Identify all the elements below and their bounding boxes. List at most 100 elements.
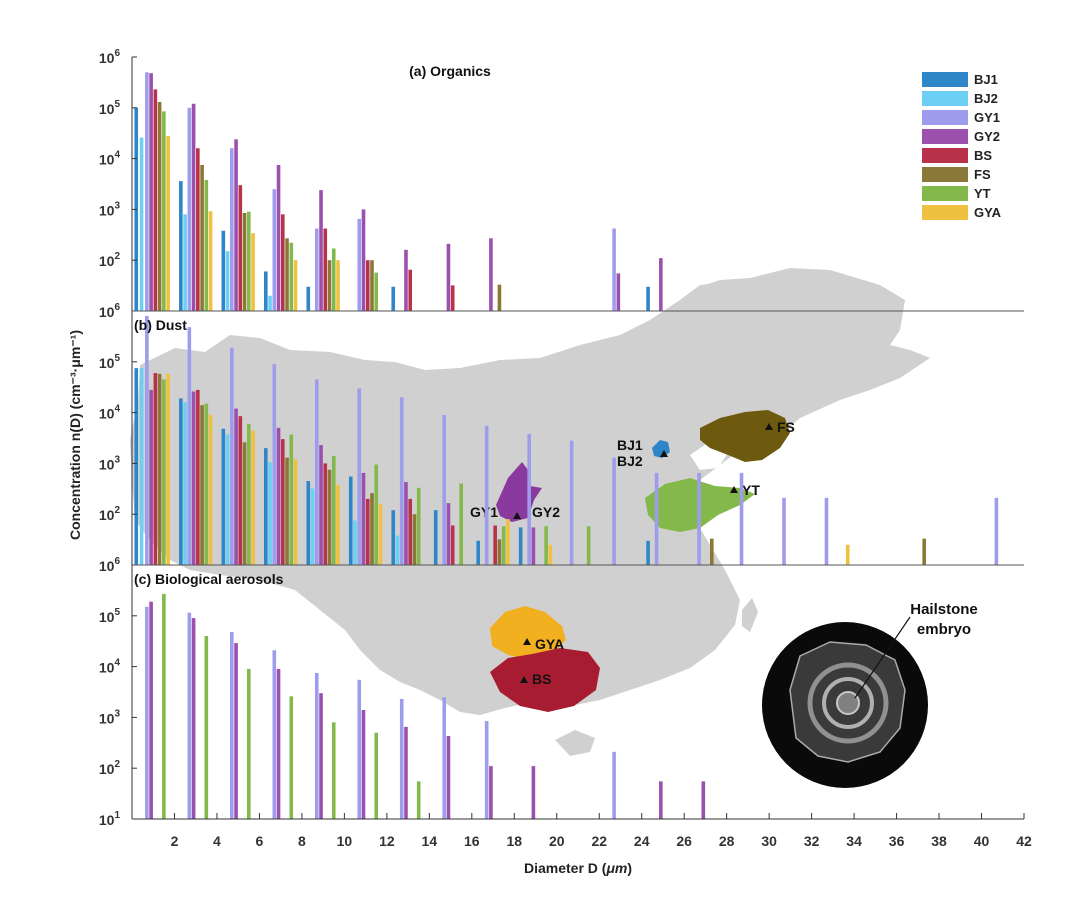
legend-label-gy1: GY1 [974,110,1000,125]
bar-dust-bj1-8 [476,540,480,565]
bar-dust-gy2-6 [404,482,408,565]
bar-dust-gy1-8 [484,425,489,565]
bar-bio-gy1-4 [314,672,319,819]
bar-dust-gya-0 [166,373,170,565]
y-tick-label-dust-2: 104 [99,404,121,422]
site-label-fs: FS [777,419,795,435]
bar-dust-bs-6 [408,498,413,565]
bar-dust-gy2-0 [149,389,153,565]
bar-bio-yt-5 [374,732,379,819]
bj-site-marker [660,450,668,457]
bar-bio-gy1-6 [399,699,404,819]
bar-organics-bj1-6 [646,286,650,311]
bar-bio-yt-0 [162,593,166,819]
x-tick-label-14: 30 [761,833,777,849]
bs-site-marker [520,676,528,683]
bar-organics-yt-5 [374,272,379,311]
x-tick-label-1: 4 [213,833,221,849]
bar-dust-gy1-7 [442,414,446,565]
x-tick-label-2: 6 [256,833,264,849]
bar-organics-bs-0 [153,89,158,311]
bar-organics-gya-4 [336,260,340,311]
bar-organics-yt-1 [204,179,209,311]
x-axis-label: Diameter D (μm) [524,860,632,876]
bar-dust-bs-7 [450,525,455,565]
bar-dust-bj1-5 [348,476,353,565]
bar-bio-gy1-7 [442,697,446,819]
bar-dust-bj2-6 [395,535,400,565]
site-label-gy1: GY1 [470,504,498,520]
axes-layer: 1061051041031021061051041031021061051041… [99,48,1032,849]
gya-site-marker [523,638,531,645]
bar-bio-gy2-4 [319,693,323,819]
legend-label-bs: BS [974,148,992,163]
y-tick-label-organics-2: 104 [99,150,121,168]
bar-bio-gy2-8 [489,766,493,819]
y-tick-label-dust-3: 103 [99,454,121,472]
bar-organics-gy1-1 [187,107,192,311]
bar-dust-gy1-14 [739,472,744,565]
bar-dust-gya-4 [336,484,340,565]
bar-organics-bs-5 [365,260,370,311]
bar-dust-bs-3 [280,439,285,565]
bar-bio-gy2-0 [149,601,153,819]
y-tick-label-organics-1: 105 [99,99,121,117]
bar-dust-fs-6 [412,514,417,565]
bar-dust-gy1-13 [697,472,701,565]
bar-organics-bs-3 [280,214,285,311]
bar-organics-gy1-5 [357,218,362,311]
x-tick-label-19: 40 [974,833,990,849]
bar-bio-gy2-1 [191,618,196,819]
embryo-annotation-line2: embryo [917,621,971,638]
legend-swatch-gy2 [922,129,968,144]
bar-dust-bj2-3 [268,462,272,565]
x-tick-label-9: 20 [549,833,565,849]
bar-dust-yt-1 [204,403,209,565]
site-label-gy2: GY2 [532,504,560,520]
site-label-bj2: BJ2 [617,453,643,469]
bar-organics-gy2-0 [149,73,153,311]
bar-organics-bj2-1 [183,214,187,311]
bar-organics-bj2-2 [225,251,230,311]
bar-organics-gy2-9 [616,273,621,311]
bar-organics-bj1-1 [179,181,183,311]
bar-organics-gy2-1 [191,103,196,311]
bar-dust-fs-8 [710,538,714,565]
x-tick-label-17: 36 [889,833,905,849]
bar-bio-gy1-8 [484,720,489,819]
bar-dust-gy1-3 [272,364,277,565]
bar-organics-gy1-6 [612,228,616,311]
bar-organics-gy2-5 [361,209,366,311]
bar-dust-gya-6 [506,519,510,565]
bar-organics-fs-5 [370,260,374,311]
bar-dust-bj1-7 [433,510,438,565]
bar-dust-bj1-10 [646,540,650,565]
hainan-island [555,730,595,756]
bar-organics-bj1-5 [391,286,396,311]
bar-bio-gy2-10 [659,781,663,819]
legend-swatch-bs [922,148,968,163]
x-tick-label-4: 10 [337,833,353,849]
bar-organics-gya-0 [166,135,170,311]
bar-organics-bj2-3 [268,295,272,311]
bar-organics-gy2-7 [446,243,451,311]
bar-organics-yt-3 [289,242,294,311]
bar-bio-gy2-6 [404,726,408,819]
bar-dust-fs-9 [922,538,926,565]
y-tick-label-bio-4: 102 [99,759,121,777]
bar-bio-gy2-11 [701,781,706,819]
legend-swatch-bj1 [922,72,968,87]
gya-region [490,606,566,660]
bar-dust-gy2-2 [234,408,238,565]
bar-bio-yt-3 [289,696,294,819]
bar-dust-bj2-4 [310,488,315,565]
bar-bio-gy1-3 [272,650,277,819]
site-label-bs: BS [532,671,551,687]
bar-dust-gy1-9 [527,433,531,565]
hailstone-embryo-image: Hailstone embryo [762,601,978,788]
y-tick-label-organics-4: 102 [99,251,121,269]
bar-dust-yt-6 [416,487,421,565]
y-tick-label-dust-4: 102 [99,505,121,523]
bar-dust-gya-5 [378,503,383,565]
legend-swatch-gya [922,205,968,220]
